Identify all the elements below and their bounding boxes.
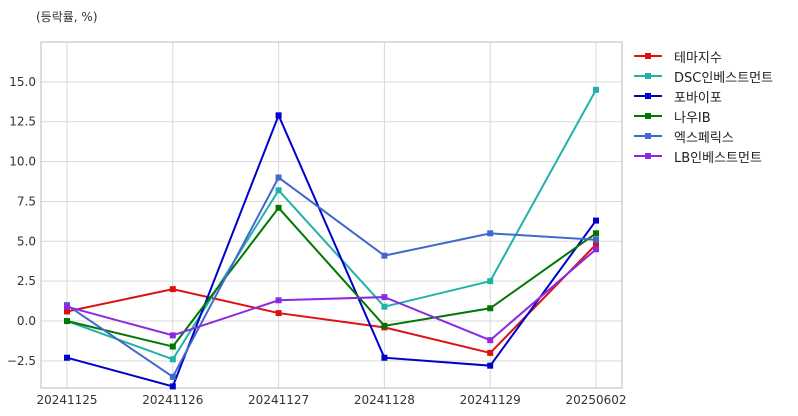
y-tick-label: 10.0 (9, 155, 36, 169)
legend-label: DSC인베스트먼트 (674, 70, 774, 86)
x-tick-label: 20250602 (565, 393, 626, 407)
data-point (381, 322, 388, 329)
legend-label: 테마지수 (674, 50, 722, 66)
legend-swatch (634, 53, 662, 59)
data-point (64, 318, 70, 325)
data-point (275, 204, 282, 211)
legend-item: 포바이포 (632, 86, 773, 106)
data-point (487, 362, 494, 369)
data-point (64, 308, 70, 315)
series-line (66, 206, 597, 348)
y-tick-label: −2.5 (7, 354, 36, 368)
data-point (169, 356, 176, 363)
series-3 (64, 112, 599, 390)
series-line (66, 89, 597, 361)
y-tick-label: 2.5 (17, 274, 36, 288)
x-tick-label: 20241127 (248, 393, 309, 407)
data-point (593, 246, 599, 253)
data-point (593, 230, 599, 237)
x-tick-label: 20241129 (460, 393, 521, 407)
data-point (487, 305, 494, 312)
legend-item: 나우IB (632, 106, 773, 126)
y-tick-label: 12.5 (9, 115, 36, 129)
data-point (381, 354, 388, 361)
data-point (169, 343, 176, 350)
y-tick-label: 7.5 (17, 194, 36, 208)
x-axis: 20241125 20241126 20241127 20241128 20241129… (36, 393, 626, 407)
data-point (169, 383, 176, 390)
series-line (66, 176, 597, 379)
y-tick-label: 5.0 (17, 234, 36, 248)
series-lines (64, 86, 599, 390)
legend-item: 엑스페릭스 (632, 126, 773, 146)
legend-swatch (634, 133, 662, 139)
legend-label: 나우IB (674, 110, 711, 126)
data-point (275, 112, 282, 119)
legend-swatch (634, 153, 662, 159)
y-tick-label: 15.0 (9, 75, 36, 89)
series-line (66, 112, 597, 388)
legend-swatch (634, 73, 662, 79)
data-point (593, 236, 599, 243)
legend-label: 포바이포 (674, 90, 722, 106)
data-point (275, 310, 282, 317)
data-point (593, 217, 599, 224)
data-point (169, 373, 176, 380)
legend-swatch (634, 113, 662, 119)
unit-label: (등락률, %) (36, 10, 98, 24)
data-point (275, 187, 282, 194)
x-tick-label: 20241125 (36, 393, 97, 407)
data-point (275, 174, 282, 181)
data-point (487, 230, 494, 237)
x-tick-label: 20241126 (142, 393, 203, 407)
y-axis: −2.5 0.0 2.5 5.0 7.5 10.0 12.5 15.0 (7, 75, 36, 368)
data-point (487, 349, 494, 356)
y-tick-label: 0.0 (17, 314, 36, 328)
legend-item: LB인베스트먼트 (632, 146, 773, 166)
x-tick-label: 20241128 (354, 393, 415, 407)
plot-frame (40, 41, 623, 389)
data-point (169, 332, 176, 339)
data-point (381, 303, 388, 310)
legend-item: DSC인베스트먼트 (632, 66, 773, 86)
data-point (64, 354, 70, 361)
legend-label: 엑스페릭스 (674, 130, 734, 146)
data-point (381, 252, 388, 259)
series-6 (64, 246, 599, 344)
series-line (66, 243, 597, 355)
data-point (593, 86, 599, 93)
series-line (66, 248, 597, 342)
data-point (487, 337, 494, 344)
data-point (381, 294, 388, 301)
data-point (64, 303, 70, 310)
data-point (275, 297, 282, 304)
data-point (487, 278, 494, 285)
data-point (593, 241, 599, 248)
series-4 (64, 204, 599, 350)
legend-swatch (634, 93, 662, 99)
legend-item: 테마지수 (632, 46, 773, 66)
legend-label: LB인베스트먼트 (674, 150, 762, 166)
data-point (169, 286, 176, 293)
